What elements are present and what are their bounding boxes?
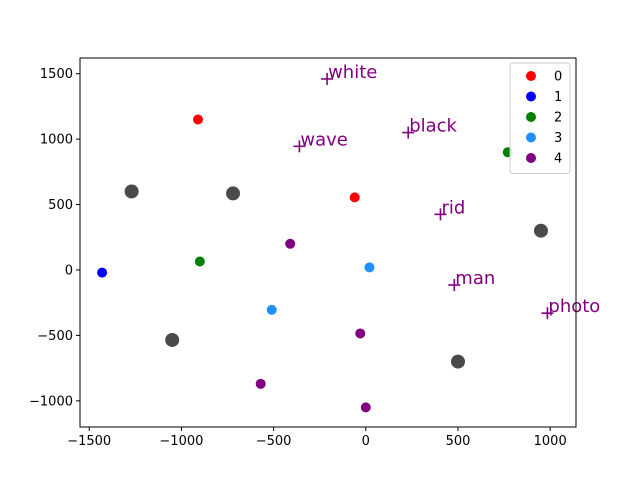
word-label: photo — [548, 296, 600, 317]
legend-marker — [526, 112, 536, 122]
x-tick-label: 0 — [362, 434, 370, 449]
legend-entry: 2 — [554, 111, 562, 126]
legend-marker — [526, 71, 536, 81]
data-point-cluster-3 — [364, 262, 375, 273]
word-label: black — [409, 116, 457, 137]
data-point-cluster-4 — [360, 402, 371, 413]
data-point-cluster-4 — [355, 328, 366, 339]
legend-entry: 4 — [554, 152, 562, 167]
centroid-marker — [165, 332, 180, 347]
y-tick-label: −500 — [37, 329, 73, 344]
legend-entry: 1 — [554, 90, 562, 105]
word-label: wave — [300, 129, 347, 150]
legend-marker — [526, 132, 536, 143]
data-point-cluster-2 — [194, 256, 205, 267]
plot-frame — [79, 57, 577, 428]
legend: 0 1 2 3 4 — [509, 62, 571, 174]
word-label: rid — [441, 197, 465, 218]
x-tick-label: 1000 — [534, 434, 567, 449]
x-tick-label: −500 — [256, 434, 292, 449]
data-point-cluster-1 — [97, 267, 108, 278]
x-tick-label: 500 — [446, 434, 471, 449]
x-tick-label: −1000 — [159, 434, 203, 449]
data-point-cluster-4 — [285, 238, 296, 249]
word-label: white — [328, 62, 377, 83]
y-tick-label: −1000 — [29, 394, 73, 409]
centroid-marker — [533, 223, 548, 238]
legend-marker — [526, 153, 536, 163]
legend-entry: 3 — [554, 131, 562, 146]
data-point-cluster-0 — [193, 114, 204, 125]
x-tick-label: −1500 — [67, 434, 111, 449]
centroid-marker — [124, 184, 139, 199]
data-point-cluster-4 — [255, 378, 266, 389]
plot-marks: white black wave rid man photo — [97, 62, 600, 413]
y-tick-label: 1500 — [40, 67, 73, 82]
centroid-marker — [450, 354, 465, 369]
y-tick-label: 0 — [65, 263, 73, 278]
legend-marker — [526, 91, 536, 102]
legend-entry: 0 — [554, 70, 562, 85]
y-tick-label: 500 — [48, 198, 73, 213]
legend-box — [509, 62, 571, 174]
centroid-marker — [226, 186, 241, 201]
data-point-cluster-3 — [266, 304, 277, 315]
axes: −1500 −1000 −500 0 500 1000 −1000 −500 0 500 1000 1… — [29, 67, 567, 449]
word-label: man — [455, 268, 495, 289]
data-point-cluster-0 — [349, 192, 360, 203]
y-tick-label: 1000 — [40, 133, 73, 148]
